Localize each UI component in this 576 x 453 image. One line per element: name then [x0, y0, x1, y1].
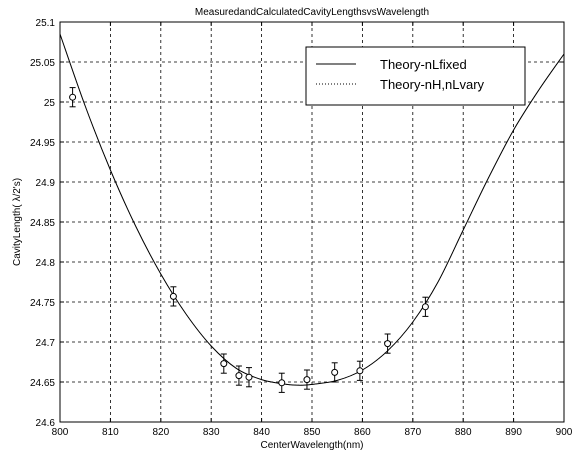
- y-tick-label: 24.95: [30, 138, 55, 149]
- point-marker: [384, 340, 392, 348]
- y-tick-label: 25.05: [30, 58, 55, 69]
- legend-box: [305, 46, 526, 106]
- x-ticks: 800 810 820 830 840 850 860 870 880 890 900: [52, 22, 573, 438]
- point-marker: [245, 373, 253, 381]
- y-tick-label: 25.1: [36, 18, 56, 29]
- x-tick-label: 880: [455, 427, 472, 438]
- point-marker: [69, 93, 77, 101]
- y-tick-label: 24.85: [30, 218, 55, 229]
- point-marker: [303, 376, 311, 384]
- data-point: [245, 367, 253, 388]
- data-point: [235, 365, 243, 386]
- x-tick-label: 870: [404, 427, 421, 438]
- y-tick-label: 25: [44, 98, 56, 109]
- y-tick-label: 24.65: [30, 378, 55, 389]
- x-tick-label: 840: [253, 427, 270, 438]
- chart-title: MeasuredandCalculatedCavityLengthsvsWave…: [195, 7, 429, 18]
- point-marker: [235, 372, 243, 380]
- data-point: [356, 360, 364, 381]
- y-ticks: 24.6 24.65 24.7 24.75 24.8 24.85 24.9 24.95 25 25…: [30, 18, 564, 429]
- data-point: [331, 362, 339, 383]
- x-tick-label: 820: [152, 427, 169, 438]
- y-tick-label: 24.75: [30, 298, 55, 309]
- x-tick-label: 860: [354, 427, 371, 438]
- data-point: [69, 87, 77, 108]
- x-tick-label: 850: [304, 427, 321, 438]
- y-tick-label: 24.6: [36, 418, 56, 429]
- series-dotted-line-1: [59, 33, 565, 386]
- point-marker: [331, 368, 339, 376]
- y-tick-label: 24.9: [36, 178, 56, 189]
- point-marker: [421, 303, 429, 311]
- point-marker: [356, 367, 364, 375]
- y-axis-label: CavityLength( λ/2's): [12, 178, 23, 266]
- x-tick-label: 830: [203, 427, 220, 438]
- data-point: [220, 353, 228, 374]
- data-point: [169, 286, 177, 307]
- data-point: [384, 333, 392, 354]
- data-points: [69, 87, 429, 393]
- x-tick-label: 810: [102, 427, 119, 438]
- y-tick-label: 24.8: [36, 258, 56, 269]
- curves: [59, 33, 565, 386]
- x-axis-label: CenterWavelength(nm): [260, 440, 363, 451]
- legend-label-2: Theory-nH,nLvary: [380, 77, 485, 92]
- data-point: [278, 372, 286, 393]
- y-tick-label: 24.7: [36, 338, 56, 349]
- data-point: [421, 296, 429, 317]
- point-marker: [220, 360, 228, 368]
- legend: Theory-nLfixed Theory-nH,nLvary: [305, 46, 526, 106]
- point-marker: [169, 292, 177, 300]
- point-marker: [278, 379, 286, 387]
- x-tick-label: 890: [505, 427, 522, 438]
- data-point: [303, 369, 311, 390]
- legend-label-1: Theory-nLfixed: [380, 57, 467, 72]
- x-tick-label: 800: [52, 427, 69, 438]
- x-tick-label: 900: [556, 427, 573, 438]
